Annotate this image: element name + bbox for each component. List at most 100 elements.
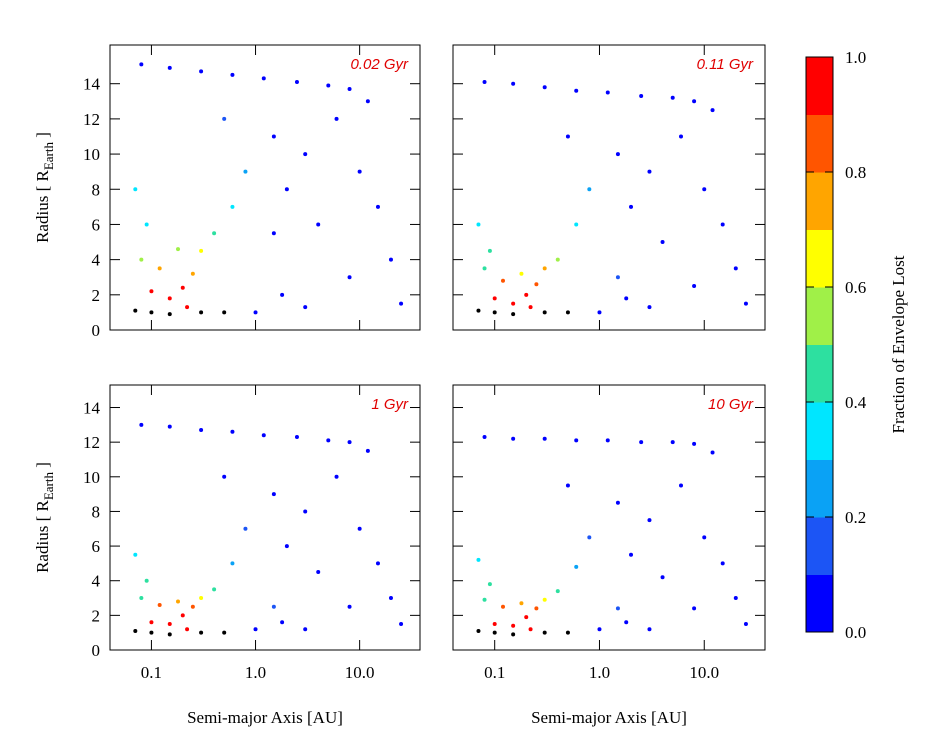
x-tick-label: 0.1: [141, 663, 162, 682]
data-point: [230, 72, 235, 77]
data-point: [357, 169, 362, 174]
data-point: [534, 606, 539, 611]
data-point: [629, 552, 634, 557]
data-point: [492, 622, 497, 627]
data-point: [167, 622, 172, 627]
data-point: [199, 310, 204, 315]
x-tick-label: 1.0: [245, 663, 266, 682]
data-point: [476, 308, 481, 313]
y-label-end: ]: [33, 132, 52, 142]
data-point: [702, 535, 707, 540]
colorbar-tick-label: 0.0: [845, 623, 866, 642]
data-point: [482, 434, 487, 439]
plot-frame: [452, 44, 766, 331]
panel-label: 0.02 Gyr: [350, 56, 409, 73]
data-point: [565, 134, 570, 139]
data-point: [261, 76, 266, 81]
y-label-sub: Earth: [41, 142, 56, 171]
y-tick-label: 2: [92, 286, 101, 305]
y-tick-label: 0: [92, 321, 101, 340]
data-point: [511, 623, 516, 628]
data-point: [574, 438, 579, 443]
data-point: [542, 310, 547, 315]
data-point: [574, 88, 579, 93]
panel-label: 10 Gyr: [708, 396, 754, 413]
data-point: [199, 248, 204, 253]
y-axis-label: Radius [ REarth ]: [33, 462, 56, 573]
data-point: [133, 308, 138, 313]
data-point: [133, 187, 138, 192]
y-tick-label: 14: [83, 399, 101, 418]
data-point: [574, 222, 579, 227]
data-point: [482, 266, 487, 271]
data-point: [542, 597, 547, 602]
data-point: [692, 441, 697, 446]
data-point: [542, 85, 547, 90]
colorbar-band: [806, 459, 833, 518]
colorbar-band: [806, 574, 833, 633]
data-point: [243, 526, 248, 531]
data-point: [334, 474, 339, 479]
y-tick-label: 6: [92, 537, 101, 556]
y-tick-label: 10: [83, 145, 100, 164]
data-point: [542, 436, 547, 441]
plot-frame: [109, 44, 421, 331]
data-point: [180, 285, 185, 290]
data-point: [743, 622, 748, 627]
data-point: [280, 292, 285, 297]
data-point: [743, 301, 748, 306]
data-point: [139, 596, 144, 601]
y-tick-label: 12: [83, 110, 100, 129]
data-point: [534, 282, 539, 287]
data-point: [500, 278, 505, 283]
data-point: [492, 630, 497, 635]
data-point: [524, 292, 529, 297]
data-point: [253, 310, 258, 315]
data-point: [139, 257, 144, 262]
colorbar-band: [806, 114, 833, 173]
data-point: [565, 630, 570, 635]
data-point: [660, 240, 665, 245]
data-point: [542, 266, 547, 271]
data-point: [500, 604, 505, 609]
data-point: [157, 266, 162, 271]
data-point: [347, 86, 352, 91]
data-point: [133, 552, 138, 557]
data-point: [303, 509, 308, 514]
data-point: [615, 275, 620, 280]
data-point: [347, 275, 352, 280]
data-point: [303, 152, 308, 157]
data-point: [294, 79, 299, 84]
data-point: [133, 628, 138, 633]
data-point: [149, 620, 154, 625]
data-point: [597, 627, 602, 632]
data-point: [511, 301, 516, 306]
data-point: [647, 518, 652, 523]
y-tick-label: 4: [92, 251, 101, 270]
data-point: [511, 436, 516, 441]
data-point: [167, 312, 172, 317]
x-axis-label: Semi-major Axis [AU]: [187, 708, 343, 727]
panel-label: 1 Gyr: [371, 396, 409, 413]
x-tick-label: 10.0: [689, 663, 719, 682]
data-point: [222, 310, 227, 315]
colorbar-band: [806, 287, 833, 345]
data-point: [519, 601, 524, 606]
data-point: [167, 424, 172, 429]
data-point: [230, 561, 235, 566]
data-point: [492, 310, 497, 315]
data-point: [492, 296, 497, 301]
y-label-sub: Earth: [41, 472, 56, 501]
data-point: [199, 596, 204, 601]
y-tick-label: 10: [83, 468, 100, 487]
data-point: [294, 434, 299, 439]
plot-frame: [109, 384, 421, 651]
data-point: [692, 284, 697, 289]
y-tick-label: 4: [92, 572, 101, 591]
data-point: [476, 557, 481, 562]
data-point: [629, 204, 634, 209]
colorbar-tick-label: 0.6: [845, 278, 866, 297]
data-point: [375, 561, 380, 566]
data-point: [647, 305, 652, 310]
